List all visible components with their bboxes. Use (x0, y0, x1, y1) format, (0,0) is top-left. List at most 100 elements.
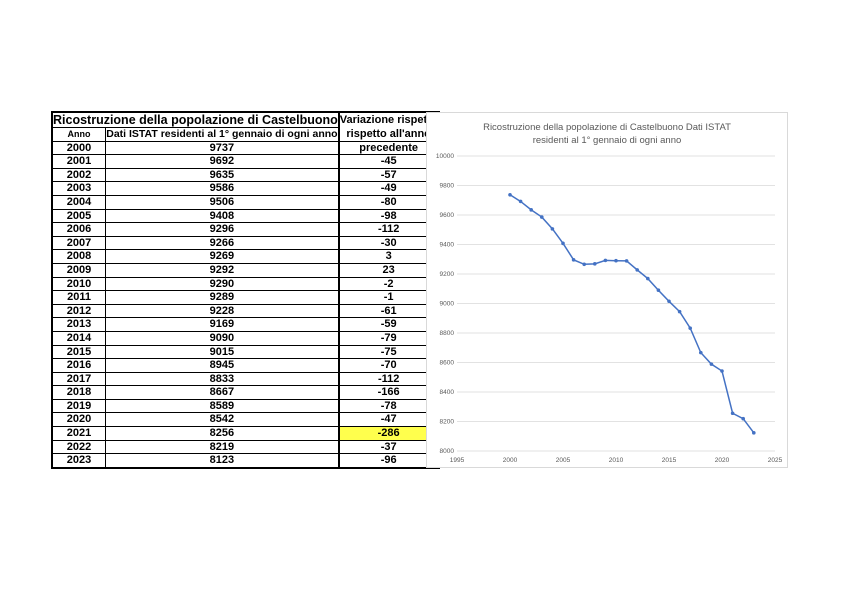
data-point (699, 350, 703, 355)
chart-title-line-1: Ricostruzione della popolazione di Caste… (483, 122, 731, 133)
x-tick-label: 2010 (609, 457, 624, 464)
table-row: 2017 8833 -112 (51, 371, 440, 387)
var-header-line-3: precedente (337, 140, 440, 156)
table-row: 2021 8256 -286 (51, 426, 440, 441)
data-point (752, 431, 756, 435)
variation-cell: -80 (337, 194, 440, 210)
population-cell: 9408 (105, 208, 340, 224)
year-cell: 2003 (51, 181, 107, 196)
table-row: 2000 9737 precedente (51, 140, 440, 156)
table-row: 2001 9692 -45 (51, 154, 440, 169)
table-row: 2018 8667 -166 (51, 385, 440, 400)
data-point (730, 411, 735, 416)
year-cell: 2000 (51, 140, 107, 156)
table-row: 2022 8219 -37 (51, 439, 440, 455)
table-row: 2010 9290 -2 (51, 276, 440, 292)
year-cell: 2004 (51, 194, 107, 210)
x-tick-label: 1995 (450, 457, 465, 464)
var-header-line-1: Variazione rispetto (337, 111, 440, 128)
variation-cell: -45 (337, 154, 440, 169)
data-point (635, 268, 639, 272)
data-point (508, 192, 512, 197)
data-point (656, 288, 661, 293)
table-row: 2011 9289 -1 (51, 290, 440, 305)
variation-cell: -47 (337, 412, 440, 428)
table-row: 2009 9292 23 (51, 262, 440, 278)
y-tick-label: 8800 (440, 330, 455, 337)
y-tick-label: 9800 (440, 183, 455, 190)
table-row: 2006 9296 -112 (51, 222, 440, 237)
population-cell: 9015 (105, 344, 340, 360)
variation-cell: 3 (337, 249, 440, 264)
variation-cell: -166 (337, 385, 440, 400)
year-cell: 2020 (51, 412, 107, 428)
population-cell: 9635 (105, 167, 340, 183)
table-row: 2012 9228 -61 (51, 303, 440, 319)
year-cell: 2001 (51, 154, 107, 169)
data-point (550, 227, 555, 231)
y-tick-label: 10000 (436, 153, 454, 160)
data-point (561, 241, 565, 246)
variation-cell: -61 (337, 303, 440, 319)
data-point (540, 215, 544, 219)
y-tick-label: 9600 (440, 212, 455, 219)
table-row: 2003 9586 -49 (51, 181, 440, 196)
data-point (624, 259, 629, 263)
population-cell: 8256 (105, 426, 340, 441)
population-cell: 9090 (105, 330, 340, 346)
table-header-row: Anno Dati ISTAT residenti al 1° gennaio … (51, 127, 440, 142)
chart-plot: 8000 8200 8400 8600 8800 9000 9200 9400 9600 9800… (436, 153, 783, 464)
variation-cell: -59 (337, 317, 440, 332)
x-tick-label: 2015 (662, 457, 677, 464)
population-cell: 9737 (105, 140, 340, 156)
year-cell: 2012 (51, 303, 107, 319)
table-row: 2014 9090 -79 (51, 330, 440, 346)
col-year-header: Anno (51, 127, 107, 142)
data-point (593, 262, 597, 266)
year-cell: 2015 (51, 344, 107, 360)
population-cell: 8542 (105, 412, 340, 428)
population-table: Ricostruzione della popolazione di Caste… (51, 111, 440, 469)
population-cell: 8667 (105, 385, 340, 400)
year-cell: 2023 (51, 453, 107, 469)
population-cell: 8589 (105, 398, 340, 414)
data-point (688, 326, 692, 330)
data-point (709, 362, 714, 366)
year-cell: 2005 (51, 208, 107, 224)
data-point (571, 258, 576, 262)
population-cell: 8945 (105, 358, 340, 373)
y-tick-label: 8000 (440, 448, 455, 455)
variation-cell: -96 (337, 453, 440, 469)
table-row: 2005 9408 -98 (51, 208, 440, 224)
y-tick-label: 9000 (440, 301, 455, 308)
population-cell: 8123 (105, 453, 340, 469)
y-tick-label: 8600 (440, 360, 455, 367)
variation-cell: -2 (337, 276, 440, 292)
population-cell: 9266 (105, 235, 340, 251)
chart-title: Ricostruzione della popolazione di Caste… (427, 121, 787, 147)
population-cell: 9269 (105, 249, 340, 264)
year-cell: 2018 (51, 385, 107, 400)
variation-cell: -30 (337, 235, 440, 251)
table-row: 2013 9169 -59 (51, 317, 440, 332)
table-row: 2020 8542 -47 (51, 412, 440, 428)
x-tick-label: 2025 (768, 457, 783, 464)
year-cell: 2016 (51, 358, 107, 373)
population-cell: 9692 (105, 154, 340, 169)
x-tick-label: 2005 (556, 457, 571, 464)
variation-cell: -79 (337, 330, 440, 346)
year-cell: 2017 (51, 371, 107, 387)
data-point (614, 258, 618, 263)
table-row: 2008 9269 3 (51, 249, 440, 264)
population-cell: 8219 (105, 439, 340, 455)
variation-cell: -112 (337, 371, 440, 387)
data-point (603, 258, 608, 263)
data-point (720, 369, 724, 373)
series-line (509, 194, 755, 434)
variation-cell: -286 (337, 426, 440, 441)
data-point (529, 208, 533, 212)
population-cell: 9506 (105, 194, 340, 210)
population-cell: 9290 (105, 276, 340, 292)
y-tick-label: 9400 (440, 242, 455, 249)
year-cell: 2013 (51, 317, 107, 332)
